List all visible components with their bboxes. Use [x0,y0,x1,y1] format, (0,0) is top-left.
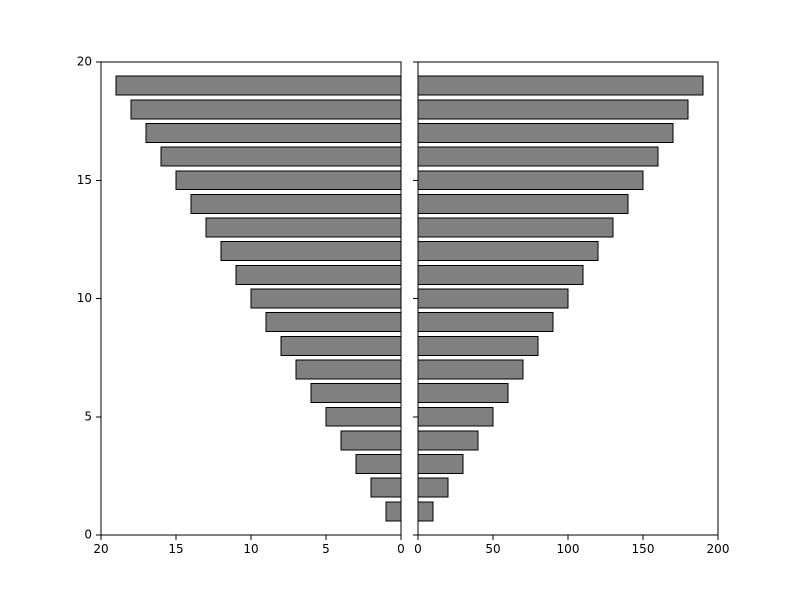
x-tick-label: 20 [93,542,108,556]
bar [418,171,643,190]
bar [176,171,401,190]
bar [418,431,478,450]
y-ticks: 0 5 10 15 20 [77,55,101,542]
bar [191,194,401,213]
figure-stage: 2015105005101520050100150200 [0,0,812,612]
bar [418,360,523,379]
bar [296,360,401,379]
bar [418,242,598,261]
bar [116,76,401,95]
bar [418,478,448,497]
x-ticks: 0 50 100 150 200 [414,535,729,556]
y-tick-label: 10 [77,291,92,305]
bar [418,147,658,166]
bar [418,313,553,332]
bar [418,76,703,95]
bar [418,100,688,119]
bar [418,123,673,142]
bars-group [418,76,703,521]
bar [131,100,401,119]
x-tick-label: 150 [632,542,655,556]
x-tick-label: 10 [243,542,258,556]
bar [418,407,493,426]
bar [418,218,613,237]
bar [221,242,401,261]
chart-svg: 2015105005101520050100150200 [0,0,812,612]
x-ticks: 20 15 10 5 0 [93,535,404,556]
bar [418,502,433,521]
y-tick-label: 0 [84,528,92,542]
x-tick-label: 200 [707,542,730,556]
bar [161,147,401,166]
bar [418,265,583,284]
bar [356,455,401,474]
x-tick-label: 0 [397,542,405,556]
chart-panel: 0 50 100 150 200 [413,62,729,556]
y-ticks [413,62,418,535]
chart-panel: 20 15 10 5 0 0 5 10 15 20 [77,55,405,557]
bar [371,478,401,497]
bar [418,384,508,403]
bar [326,407,401,426]
bar [418,194,628,213]
bar [418,289,568,308]
y-tick-label: 15 [77,173,92,187]
bar [341,431,401,450]
y-tick-label: 5 [84,409,92,423]
bar [146,123,401,142]
x-tick-label: 100 [557,542,580,556]
bar [311,384,401,403]
y-tick-label: 20 [77,55,92,69]
bar [266,313,401,332]
bar [386,502,401,521]
bar [236,265,401,284]
bars-group [116,76,401,521]
bar [418,336,538,355]
bar [251,289,401,308]
bar [281,336,401,355]
x-tick-label: 0 [414,542,422,556]
bar [418,455,463,474]
x-tick-label: 15 [168,542,183,556]
x-tick-label: 50 [485,542,500,556]
bar [206,218,401,237]
x-tick-label: 5 [322,542,330,556]
